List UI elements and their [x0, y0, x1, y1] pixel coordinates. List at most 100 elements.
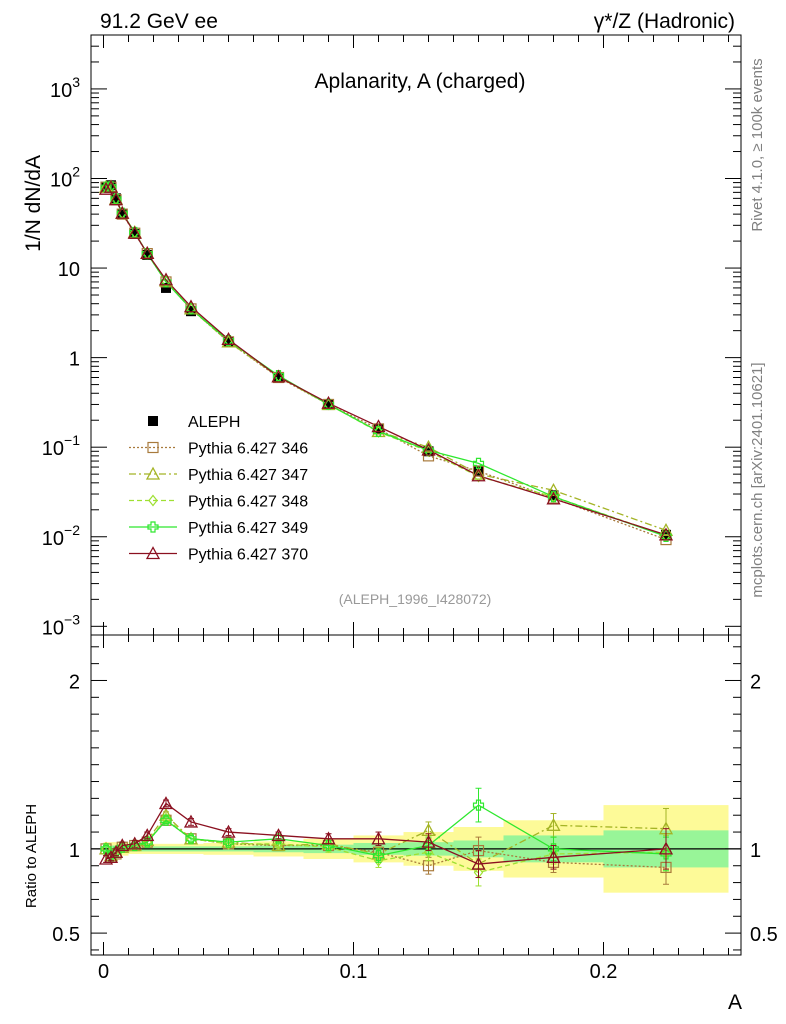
legend: ALEPH Pythia 6.427 346 Pythia 6.427 347 Pyt… — [129, 414, 308, 564]
ratio-point-p370 — [115, 838, 130, 852]
point-p370 — [108, 192, 124, 206]
legend-label-p348: Pythia 6.427 348 — [188, 494, 308, 511]
ratio-point-p370 — [98, 851, 114, 865]
point-p370 — [103, 179, 119, 193]
point-p370 — [158, 272, 174, 286]
point-aleph — [273, 372, 284, 383]
ratio-y-axis-label: Ratio to ALEPH — [23, 804, 40, 908]
point-p370 — [98, 181, 114, 195]
point-aleph — [142, 249, 153, 260]
point-p347 — [471, 466, 486, 480]
point-p349 — [160, 276, 172, 288]
point-p370 — [546, 491, 561, 505]
legend-marker-p346 — [147, 441, 159, 454]
main-frame — [90, 34, 742, 636]
ratio-point-p370 — [321, 831, 336, 845]
ratio-point-p370 — [471, 856, 486, 870]
point-aleph — [223, 336, 234, 347]
y-tick-label: 10−2 — [42, 522, 80, 550]
header-process-label: γ*/Z (Hadronic) — [594, 10, 735, 33]
chart-title: Aplanarity, A (charged) — [315, 70, 526, 93]
point-p346 — [422, 450, 435, 462]
ratio-y-tick-label: 1 — [69, 840, 80, 862]
ratio-y-tick-label: 2 — [69, 671, 80, 693]
point-p347 — [546, 482, 561, 496]
point-p347 — [421, 439, 436, 453]
ratio-point-p370 — [546, 849, 561, 863]
legend-label-aleph: ALEPH — [188, 414, 240, 431]
point-p370 — [371, 419, 386, 433]
point-aleph — [161, 282, 171, 293]
point-p370 — [321, 395, 336, 409]
legend-label-p346: Pythia 6.427 346 — [188, 441, 308, 458]
point-p349 — [185, 303, 197, 315]
ratio-line-p370 — [105, 802, 667, 865]
point-aleph — [373, 423, 384, 434]
legend-marker-aleph — [148, 416, 158, 426]
ratio-point-p347 — [546, 817, 561, 831]
ratio-point-p370 — [183, 814, 199, 828]
legend-label-p347: Pythia 6.427 347 — [188, 467, 308, 484]
main-panel: 10−3 10−2 10−1 1 10 102 103 — [42, 34, 742, 639]
ratio-point-p349 — [185, 833, 197, 845]
ratio-point-p370 — [127, 836, 142, 850]
ratio-frame — [90, 634, 742, 956]
y-axis-label: 1/N dN/dA — [22, 155, 45, 252]
legend-label-p349: Pythia 6.427 349 — [188, 520, 308, 537]
mcplots-label: mcplots.cern.ch [arXiv:2401.10621] — [749, 362, 766, 597]
point-p370 — [421, 442, 436, 456]
ratio-y-tick-label: 0.5 — [52, 924, 80, 946]
point-p370 — [127, 225, 142, 239]
point-p370 — [115, 205, 130, 219]
point-p370 — [271, 369, 286, 383]
ratio-y-tick-label-right: 2 — [750, 671, 761, 693]
legend-marker-p347 — [145, 466, 161, 480]
series-line-p346 — [106, 186, 667, 541]
ratio-y-tick-label-right: 1 — [750, 840, 761, 862]
ratio-point-p349 — [222, 836, 235, 848]
legend-label-p370: Pythia 6.427 370 — [188, 547, 308, 564]
ratio-panel: 0.5 0.5 1 1 2 2 0 0.1 0.2 — [52, 634, 778, 983]
point-aleph — [129, 229, 140, 240]
ratio-point-p370 — [221, 824, 236, 838]
y-tick-label: 102 — [50, 163, 80, 191]
ratio-point-p370 — [108, 844, 124, 858]
ratio-point-p349 — [372, 850, 385, 862]
ratio-point-p348 — [373, 854, 384, 867]
x-tick-label: 0.1 — [340, 961, 368, 983]
y-tick-label: 10 — [58, 259, 80, 281]
rivet-label: Rivet 4.1.0, ≥ 100k events — [749, 58, 766, 231]
ratio-point-p370 — [658, 841, 674, 855]
x-tick-label: 0 — [98, 961, 109, 983]
ratio-y-tick-label-right: 0.5 — [750, 924, 778, 946]
point-p370 — [183, 299, 199, 313]
ratio-point-p370 — [421, 834, 436, 848]
ratio-point-p370 — [371, 831, 386, 845]
point-aleph — [323, 399, 334, 410]
point-p370 — [140, 245, 155, 259]
point-p347 — [658, 522, 674, 536]
series-line-p370 — [105, 186, 667, 536]
ratio-point-p370 — [140, 828, 155, 842]
x-tick-label: 0.2 — [590, 961, 618, 983]
header-energy-label: 91.2 GeV ee — [100, 10, 218, 33]
y-tick-label: 1 — [69, 349, 80, 371]
legend-marker-p348 — [148, 494, 158, 507]
point-p370 — [221, 331, 236, 345]
point-p349 — [660, 530, 672, 542]
y-tick-label: 103 — [50, 74, 80, 102]
point-p349 — [472, 457, 485, 469]
legend-marker-p349 — [147, 521, 159, 533]
reference-label: (ALEPH_1996_I428072) — [339, 591, 492, 607]
point-p370 — [471, 468, 486, 482]
y-tick-label: 10−3 — [42, 611, 80, 639]
point-aleph — [117, 209, 128, 220]
point-p346 — [472, 465, 485, 477]
ratio-point-p349 — [129, 839, 141, 852]
y-tick-label: 10−1 — [42, 432, 80, 460]
ratio-point-p370 — [271, 828, 286, 842]
ratio-point-p370 — [158, 796, 174, 810]
x-axis-label: A — [728, 991, 742, 1014]
point-p370 — [658, 527, 674, 541]
